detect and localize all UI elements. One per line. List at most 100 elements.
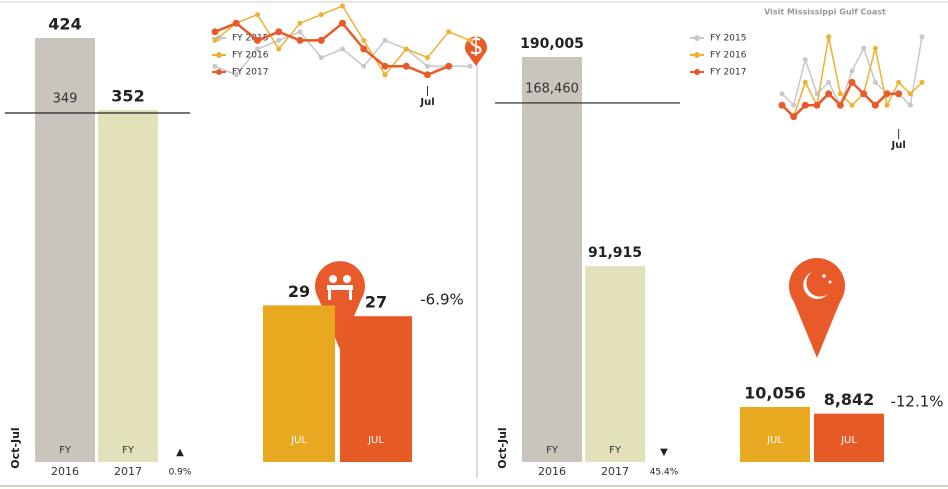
- category-sublabel: 2017: [821, 459, 877, 483]
- axis-label: Oct-Jul: [496, 427, 509, 468]
- legend-label: FY 2015: [710, 34, 746, 44]
- series-point: [425, 55, 430, 61]
- series-point: [779, 91, 785, 97]
- series-point: [826, 34, 832, 40]
- bar: [98, 110, 158, 462]
- category-sublabel: 2017: [114, 465, 142, 478]
- category-sublabel: 2016: [271, 459, 327, 483]
- series-point: [211, 28, 219, 36]
- series-point: [801, 101, 809, 109]
- series-point: [254, 36, 261, 44]
- series-point: [849, 102, 855, 108]
- series-point: [860, 90, 868, 98]
- series-point: [826, 79, 832, 85]
- bar: [740, 407, 810, 462]
- series-point: [276, 46, 282, 52]
- legend-label: FY 2017: [710, 68, 746, 78]
- value-label: 352: [111, 87, 144, 106]
- value-label: 424: [48, 15, 81, 34]
- series-point: [296, 36, 304, 44]
- series-point: [402, 62, 410, 70]
- x-tick-label: Jul: [891, 140, 906, 151]
- series-point: [778, 101, 786, 109]
- reference-label: 349: [53, 92, 78, 107]
- series-line: [214, 21, 450, 77]
- series-point: [297, 29, 303, 35]
- series-point: [212, 37, 218, 43]
- series-point: [895, 90, 903, 98]
- series-point: [445, 62, 453, 70]
- series-point: [872, 79, 878, 85]
- series-point: [275, 28, 283, 36]
- reference-label: 168,460: [525, 81, 579, 96]
- series-point: [255, 46, 260, 52]
- series-point: [318, 55, 324, 61]
- category-sublabel: 2017: [348, 459, 404, 483]
- series-point: [907, 91, 913, 97]
- series-point: [233, 72, 239, 78]
- series-point: [836, 101, 844, 109]
- category-label: FY: [546, 445, 559, 456]
- series-point: [382, 72, 388, 78]
- category-label: JUL: [367, 435, 384, 446]
- series-point: [861, 45, 867, 51]
- series-point: [849, 68, 855, 74]
- series-point: [871, 101, 879, 109]
- series-point: [232, 19, 240, 27]
- legend-dot: [694, 69, 700, 75]
- series-point: [297, 20, 303, 26]
- legend-label: FY 2016: [710, 51, 747, 61]
- series-point: [802, 57, 808, 63]
- series-point: [790, 113, 798, 121]
- change-label: -6.9%: [420, 291, 464, 309]
- x-tick-label: Jul: [419, 97, 434, 108]
- value-label: 27: [365, 293, 387, 312]
- value-label: 91,915: [588, 245, 642, 261]
- bar: [35, 38, 95, 462]
- series-point: [467, 63, 473, 69]
- change-arrow: ▼: [660, 447, 668, 458]
- pin-left: [313, 259, 367, 355]
- legend-dot: [694, 52, 700, 58]
- bar: [522, 57, 582, 462]
- legend-dot: [216, 52, 222, 58]
- series-point: [872, 45, 878, 51]
- series-point: [340, 46, 345, 52]
- series-point: [424, 71, 431, 79]
- series-point: [884, 102, 890, 108]
- series-point: [802, 79, 808, 85]
- series-point: [403, 46, 409, 52]
- series-point: [381, 62, 389, 70]
- series-point: [907, 102, 913, 108]
- series-point: [919, 34, 925, 40]
- value-label: 8,842: [824, 390, 875, 409]
- series-point: [883, 90, 891, 98]
- series-point: [340, 3, 345, 9]
- category-sublabel: 2016: [538, 465, 566, 478]
- category-sublabel: 2017: [601, 465, 629, 478]
- legend-dot: [694, 35, 700, 41]
- series-point: [825, 90, 833, 98]
- bar: [585, 266, 645, 462]
- series-point: [446, 29, 452, 35]
- legend-dot: [216, 69, 222, 75]
- chart-title: Visit Mississippi Gulf Coast: [764, 8, 886, 17]
- category-sublabel: 2016: [51, 465, 79, 478]
- category-sublabel: 2016: [747, 459, 803, 483]
- change-label: 45.4%: [650, 468, 679, 478]
- series-point: [813, 101, 821, 109]
- series-point: [212, 63, 218, 69]
- legend-label: FY 2017: [232, 68, 268, 78]
- value-label: 190,005: [520, 36, 584, 52]
- series-point: [896, 79, 902, 85]
- series-point: [360, 45, 368, 53]
- legend-label: FY 2015: [232, 34, 268, 44]
- series-point: [317, 36, 325, 44]
- series-point: [361, 37, 367, 43]
- legend-label: FY 2016: [232, 51, 269, 61]
- category-label: JUL: [766, 435, 783, 446]
- bar: [814, 413, 884, 462]
- bar: [340, 316, 412, 462]
